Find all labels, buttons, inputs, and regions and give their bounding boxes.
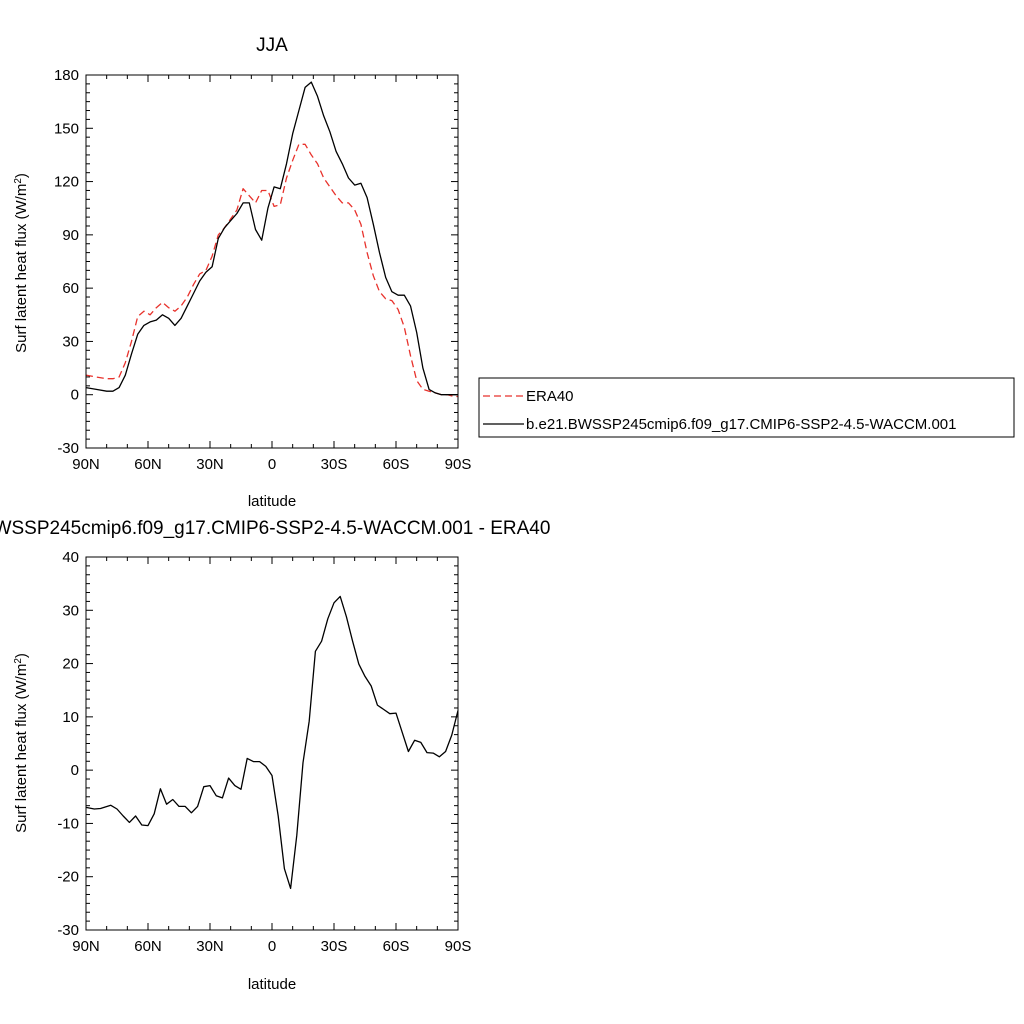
y-tick-label: 40 [62, 549, 79, 566]
bottom-chart-y-axis-label: Surf latent heat flux (W/m2) [13, 653, 31, 833]
legend-model-label: b.e21.BWSSP245cmip6.f09_g17.CMIP6-SSP2-4… [526, 416, 956, 433]
legend-box [478, 377, 1015, 438]
x-tick-label: 30S [321, 938, 348, 955]
bottom-ylabel-sup: 2 [13, 658, 24, 664]
top-chart-frame [85, 74, 459, 449]
panel-bottom-chart: WSSP245cmip6.f09_g17.CMIP6-SSP2-4.5-WACC… [0, 518, 550, 993]
legend-era40-label: ERA40 [526, 388, 574, 405]
x-tick-label: 30S [321, 456, 348, 473]
legend: ERA40 b.e21.BWSSP245cmip6.f09_g17.CMIP6-… [478, 377, 1015, 438]
y-tick-label: 90 [62, 227, 79, 244]
x-tick-label: 90S [445, 938, 472, 955]
x-tick-label: 90N [72, 938, 100, 955]
x-tick-label: 0 [268, 456, 276, 473]
top-chart-y-tick-labels: -30 0 30 60 90 120 150 180 [54, 67, 79, 457]
bottom-chart-x-axis-label: latitude [248, 976, 296, 993]
y-tick-label: 0 [71, 387, 79, 404]
series-line-model [85, 595, 459, 890]
y-tick-label: -20 [57, 869, 79, 886]
top-chart-ticks [85, 74, 459, 449]
y-tick-label: 10 [62, 709, 79, 726]
y-tick-label: 120 [54, 174, 79, 191]
top-ylabel-end: ) [13, 173, 30, 178]
top-chart-series [85, 81, 458, 398]
series-line-model [85, 81, 458, 396]
x-tick-label: 30N [196, 938, 224, 955]
x-tick-label: 60S [383, 938, 410, 955]
top-chart-x-axis-label: latitude [248, 493, 296, 510]
bottom-chart-frame [85, 556, 459, 931]
x-tick-label: 30N [196, 456, 224, 473]
top-chart-x-tick-labels: 90N 60N 30N 0 30S 60S 90S [72, 456, 471, 473]
x-tick-label: 60S [383, 456, 410, 473]
y-tick-label: 0 [71, 762, 79, 779]
bottom-ylabel-main: Surf latent heat flux (W/m [13, 664, 30, 833]
bottom-chart-series [85, 595, 459, 890]
bottom-ylabel-end: ) [13, 653, 30, 658]
x-tick-label: 60N [134, 938, 162, 955]
bottom-chart-y-tick-labels: -30 -20 -10 0 10 20 30 40 [57, 549, 79, 939]
bottom-chart-title: WSSP245cmip6.f09_g17.CMIP6-SSP2-4.5-WACC… [0, 518, 550, 539]
x-tick-label: 90N [72, 456, 100, 473]
panel-top-chart: JJA 90N 60N 30N 0 30S 60S 90S -30 0 30 60 90 120 150… [13, 35, 472, 510]
top-ylabel-main: Surf latent heat flux (W/m [13, 184, 30, 353]
x-tick-label: 60N [134, 456, 162, 473]
bottom-chart-x-tick-labels: 90N 60N 30N 0 30S 60S 90S [72, 938, 471, 955]
y-tick-label: 150 [54, 120, 79, 137]
series-line-era40 [85, 143, 458, 398]
x-tick-label: 0 [268, 938, 276, 955]
y-tick-label: -30 [57, 440, 79, 457]
y-tick-label: -10 [57, 815, 79, 832]
top-chart-y-axis-label: Surf latent heat flux (W/m2) [13, 173, 31, 353]
y-tick-label: 180 [54, 67, 79, 84]
y-tick-label: -30 [57, 922, 79, 939]
y-tick-label: 60 [62, 280, 79, 297]
y-tick-label: 30 [62, 602, 79, 619]
top-ylabel-sup: 2 [13, 178, 24, 184]
y-tick-label: 20 [62, 656, 79, 673]
y-tick-label: 30 [62, 333, 79, 350]
x-tick-label: 90S [445, 456, 472, 473]
top-chart-title: JJA [256, 35, 288, 56]
